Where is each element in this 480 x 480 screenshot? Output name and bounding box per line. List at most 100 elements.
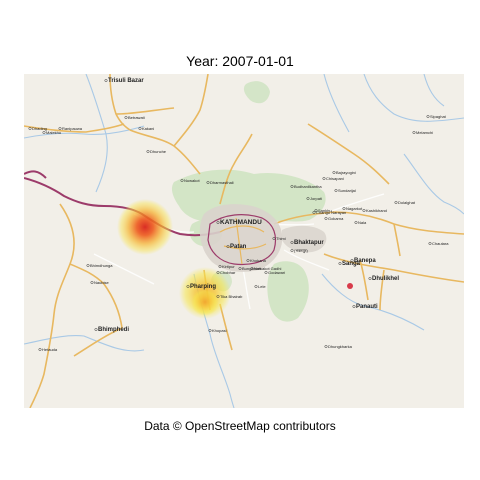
place-label: Ranipauwa	[62, 126, 83, 131]
place-label: KATHMANDU	[220, 219, 262, 226]
heat-spot[interactable]	[191, 288, 219, 316]
place-marker	[342, 207, 346, 210]
place-label: Changu Narayan	[316, 210, 346, 215]
place-label: Thimi	[276, 236, 286, 241]
place-marker	[42, 131, 46, 134]
place-marker	[332, 171, 336, 174]
park-phulchoki	[267, 261, 309, 322]
place-label: Bhaktapur	[294, 240, 324, 246]
place-label: Malekhu	[46, 130, 61, 135]
place-labels: Trisuli Bazar Betrawati Kakani Ranipauwa Dhu…	[28, 78, 449, 352]
place-label: Melamchi	[416, 130, 433, 135]
city-area	[199, 204, 327, 272]
place-label: Dolalghat	[398, 200, 416, 205]
place-marker	[352, 305, 356, 308]
place-label: Kakani	[142, 126, 154, 131]
place-marker	[362, 209, 366, 212]
place-marker	[28, 127, 32, 130]
place-marker	[312, 211, 316, 214]
place-label: Dhulikhel	[372, 276, 399, 282]
place-label: Dhading	[32, 126, 47, 131]
place-marker	[334, 189, 338, 192]
place-label: Chisapani	[326, 176, 344, 181]
place-marker	[238, 267, 242, 270]
place-label: Hetauda	[42, 347, 58, 352]
place-marker	[206, 181, 210, 184]
map-title: Year: 2007-01-01	[186, 53, 294, 69]
place-label: Budhanilkantha	[294, 184, 322, 189]
place-marker	[350, 259, 354, 262]
place-label: Sipaghat	[430, 114, 447, 119]
place-label: Khokana	[250, 258, 267, 263]
place-marker	[368, 277, 372, 280]
place-marker	[104, 79, 108, 82]
place-marker	[90, 281, 94, 284]
place-marker	[306, 197, 310, 200]
place-marker	[58, 127, 62, 130]
place-marker	[208, 329, 212, 332]
place-marker	[354, 221, 358, 224]
place-label: Trisuli Bazar	[108, 78, 144, 84]
place-label: Dhungkharka	[328, 344, 353, 349]
place-label: Nuwakot Gadhi	[254, 266, 281, 271]
place-marker	[138, 127, 142, 130]
attribution-caption: Data © OpenStreetMap contributors	[144, 419, 336, 433]
place-label: Khopasi	[212, 328, 227, 333]
place-marker	[428, 242, 432, 245]
place-marker	[180, 179, 184, 182]
place-label: Sundarijal	[338, 188, 356, 193]
place-label: Bhimdhunga	[90, 263, 113, 268]
map-panel[interactable]: Trisuli Bazar Betrawati Kakani Ranipauwa Dhu…	[24, 74, 464, 408]
place-label: Patan	[230, 244, 247, 250]
place-label: Jorpati	[310, 196, 322, 201]
place-marker	[186, 285, 190, 288]
place-marker	[272, 237, 276, 240]
place-label: Kashikhand	[366, 208, 387, 213]
place-marker	[338, 262, 342, 265]
place-marker	[290, 185, 294, 188]
place-marker	[218, 265, 222, 268]
place-label: (भक्तपुर)	[294, 248, 308, 254]
place-label: Bungamati	[242, 266, 261, 271]
place-label: Nagarkot	[346, 206, 363, 211]
place-marker	[322, 177, 326, 180]
place-marker	[86, 264, 90, 267]
place-marker	[146, 150, 150, 153]
park-north	[243, 81, 270, 104]
place-label: Nuwakot	[184, 178, 200, 183]
place-label: Pharping	[190, 284, 216, 290]
place-label: Dhunche	[150, 149, 167, 154]
place-marker	[216, 271, 220, 274]
place-marker	[290, 241, 294, 244]
place-label: Chautara	[432, 241, 449, 246]
place-marker	[250, 267, 254, 270]
heat-spots	[117, 199, 353, 319]
place-marker	[394, 201, 398, 204]
place-label: Bhimphedi	[98, 327, 129, 333]
place-label: Kirtipur	[222, 264, 235, 269]
place-label: Nala	[358, 220, 367, 225]
place-marker	[324, 217, 328, 220]
place-label: Chobhar	[220, 270, 236, 275]
place-marker	[264, 271, 268, 274]
place-label: Godawari	[268, 270, 285, 275]
place-label: Sanga	[342, 261, 361, 267]
place-label: Banepa	[354, 258, 376, 264]
place-marker	[216, 295, 220, 298]
place-label: Naubise	[94, 280, 109, 285]
place-marker	[226, 245, 230, 248]
place-label: Panauti	[356, 304, 378, 310]
place-marker	[254, 285, 258, 288]
place-label: Gokarna	[328, 216, 344, 221]
place-marker	[38, 348, 42, 351]
place-marker	[246, 259, 250, 262]
place-label: Bajrayogini	[336, 170, 356, 175]
heat-spot	[347, 283, 353, 289]
place-label: Sankhu	[318, 208, 332, 213]
heat-spot[interactable]	[117, 199, 173, 255]
place-label: Tika Bhairab	[220, 294, 243, 299]
place-marker	[324, 345, 328, 348]
place-marker	[94, 328, 98, 331]
place-marker	[216, 221, 220, 224]
place-label: Dharmasthali	[210, 180, 234, 185]
